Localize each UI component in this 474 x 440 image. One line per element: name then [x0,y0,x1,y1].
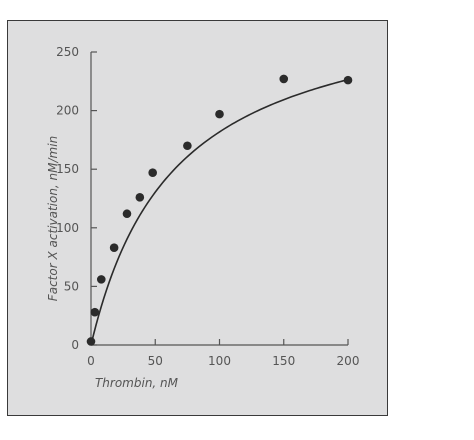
y-ticks: 0 50 100 150 200 250 [56,45,97,352]
y-tick-label: 0 [71,338,79,352]
y-tick-label: 250 [56,45,79,59]
data-point [135,193,145,202]
y-tick-label: 150 [56,162,79,176]
x-tick-label: 0 [87,354,95,368]
data-point [343,75,353,85]
data-point [183,141,192,151]
y-tick-label: 50 [64,279,79,293]
data-point [109,243,119,253]
data-point [215,109,224,119]
fit-curve [90,78,349,346]
data-point [122,209,132,219]
x-tick-label: 150 [272,354,295,368]
x-tick-label: 100 [208,354,231,368]
data-point [96,275,106,284]
data-point [90,307,100,317]
data-point [86,337,96,346]
axes [90,52,348,346]
x-tick-label: 200 [337,354,360,368]
y-tick-label: 200 [56,104,79,118]
y-tick-label: 100 [56,221,79,235]
x-tick-label: 50 [148,354,163,368]
data-point [279,74,289,84]
y-axis-title: Factor X activation, nM/min [46,136,60,301]
x-ticks: 0 50 100 150 200 [87,339,359,368]
data-point [148,168,157,178]
data-points [86,74,353,346]
x-axis-title: Thrombin, nM [95,376,179,390]
